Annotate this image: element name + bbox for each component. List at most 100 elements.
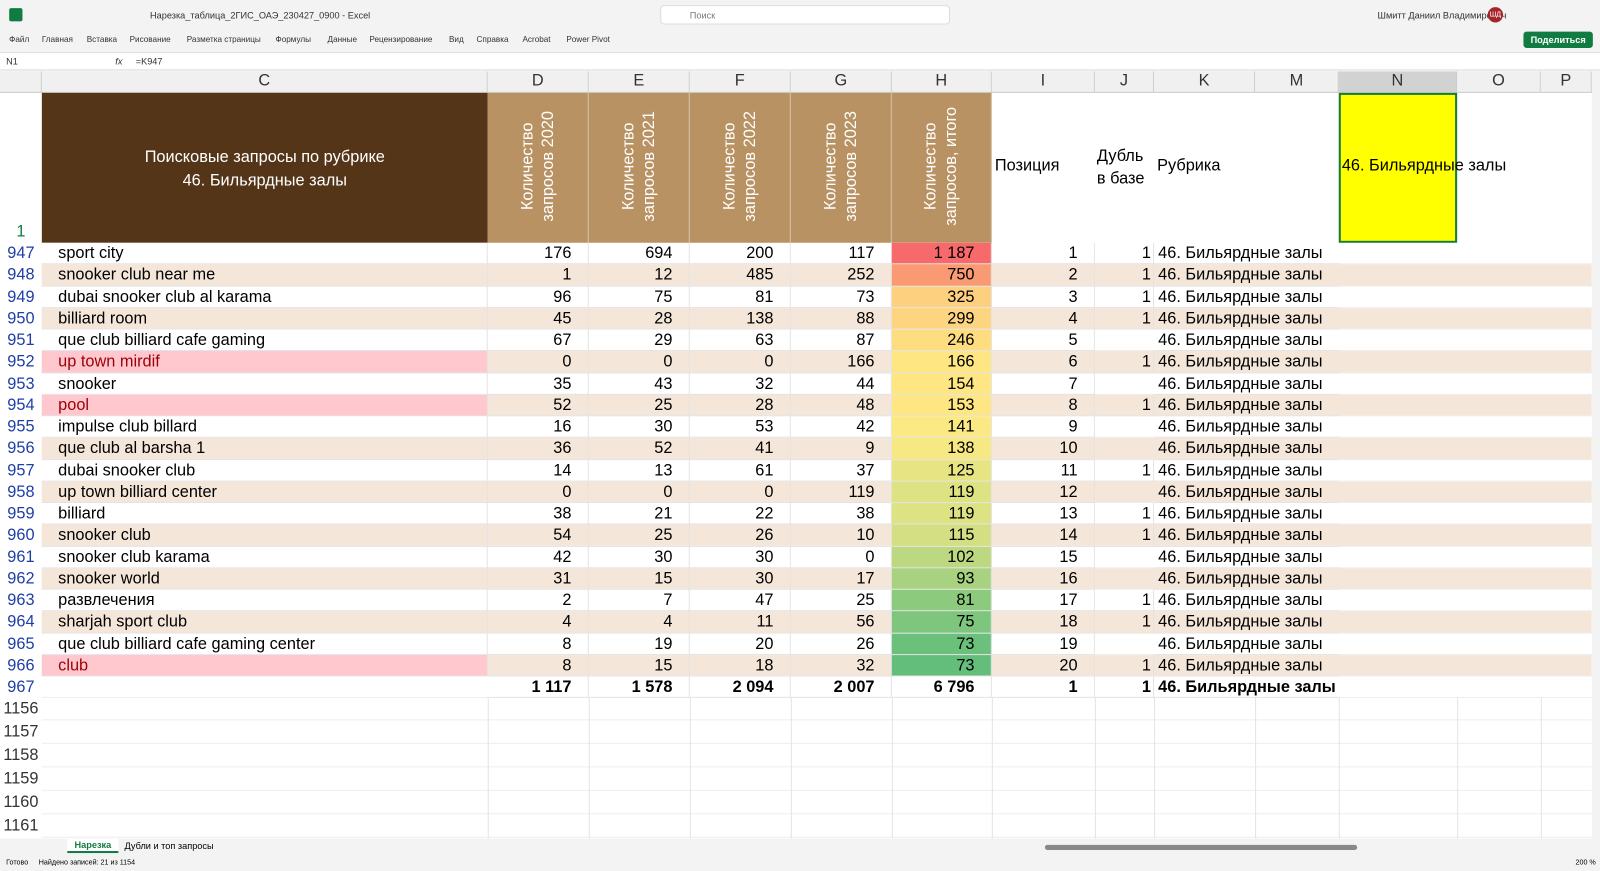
column-header[interactable]: J [1094,71,1155,93]
ribbon-tab[interactable]: Разметка страницы [186,34,261,44]
column-header[interactable]: P [1540,71,1592,93]
search-box[interactable]: Поиск [660,5,950,25]
row-band [41,745,1592,767]
count-cell: 252 [790,264,892,287]
position-cell: 7 [991,372,1095,395]
row-number: 963 [7,591,35,610]
ribbon-tab[interactable]: Справка [476,34,509,44]
sheet-grid: C D E F G H I J K M N O P 1 Поисковые запросы по рубри… [0,71,1592,839]
rubric-cell: 46. Бильярдные залы [1154,438,1339,460]
count-cell: 21 [588,503,690,525]
formula[interactable]: =K947 [135,56,163,67]
count-cell: 29 [588,329,690,352]
row-number: 948 [7,266,35,284]
share-button[interactable]: Поделиться [1523,31,1593,48]
row-number: 959 [7,505,35,523]
query-cell: impulse club billard [41,416,488,439]
count-cell: 8 [487,654,589,677]
avatar[interactable]: ШД [1487,7,1504,23]
col-divider [487,698,489,839]
row-number: 1 [16,223,26,241]
count-cell: 37 [790,459,892,482]
count-cell: 0 [487,481,589,504]
ribbon-tab[interactable]: Данные [327,34,358,44]
row-number: 1158 [3,747,39,765]
column-header[interactable]: E [588,71,690,93]
query-cell: up town billiard center [41,481,488,504]
position-cell: 11 [991,459,1095,482]
dup-cell: 1 [1094,654,1155,677]
selected-cell-text[interactable]: 46. Бильярдные залы [1341,156,1507,174]
selected-cell [1338,92,1458,243]
column-header[interactable]: D [487,71,589,93]
name-box[interactable]: N1 [6,56,18,67]
column-header[interactable]: G [790,71,892,93]
count-cell: 138 [891,438,992,460]
query-cell: billiard room [41,307,488,330]
app: Excel [347,10,371,21]
count-cell: 10 [790,524,892,547]
column-header[interactable]: N [1338,71,1458,93]
position-cell: 9 [991,416,1095,439]
count-header: Количество запросов 2022 [689,92,791,243]
column-header[interactable]: M [1255,71,1339,93]
count-cell: 15 [588,654,690,677]
position-cell: 12 [991,481,1095,504]
corner [0,71,42,93]
rubric-cell: 46. Бильярдные залы [1154,395,1339,417]
column-header[interactable]: O [1457,71,1541,93]
row-number: 952 [7,353,35,371]
count-cell: 2 007 [790,676,892,699]
query-cell: snooker club near me [41,264,488,287]
column-header[interactable]: I [991,71,1095,93]
count-cell: 43 [588,372,690,395]
count-cell: 1 187 [891,242,992,265]
sheet-tab[interactable]: Нарезка [67,838,119,854]
ribbon-tab[interactable]: Главная [41,34,73,44]
dup-cell: 1 [1094,589,1155,612]
count-cell: 30 [689,568,791,590]
ribbon-tab[interactable]: Вид [448,34,464,44]
rubric-cell: 46. Бильярдные залы [1154,590,1339,612]
count-cell: 166 [790,351,892,373]
col-divider [588,698,590,839]
count-cell: 45 [487,307,589,330]
column-header[interactable]: F [689,71,791,93]
count-cell: 0 [689,351,791,373]
count-cell: 7 [588,589,690,612]
count-cell: 38 [790,503,892,525]
rubric-cell: 46. Бильярдные залы [1154,481,1339,504]
rubric-cell: 46. Бильярдные залы [1154,308,1339,330]
count-cell: 32 [689,372,791,395]
ribbon-tab[interactable]: Acrobat [522,34,551,44]
count-cell: 0 [790,546,892,569]
rubric-cell: 46. Бильярдные залы [1154,568,1339,590]
ribbon-tab[interactable]: Формулы [275,34,312,44]
count-cell: 119 [790,481,892,504]
h-scrollbar[interactable] [1044,844,1358,850]
row-number: 955 [7,418,35,436]
column-header[interactable]: H [891,71,992,93]
col-divider [1094,698,1096,839]
col-divider [790,698,792,839]
ribbon-tab[interactable]: Файл [9,34,30,44]
row-number: 951 [7,331,35,349]
count-cell: 30 [588,416,690,439]
count-cell: 14 [487,459,589,482]
ribbon-tab[interactable]: Рисование [129,34,171,44]
column-header[interactable]: K [1154,71,1256,93]
count-cell: 25 [588,524,690,547]
count-cell: 30 [689,546,791,569]
ribbon-tab[interactable]: Вставка [86,34,118,44]
count-cell: 485 [689,264,791,287]
ribbon-tab[interactable]: Рецензирование [369,34,433,44]
count-cell: 18 [689,654,791,677]
column-header[interactable]: C [41,71,488,93]
ribbon-tab[interactable]: Power Pivot [566,34,610,44]
sheet-tab[interactable]: Дубли и топ запросы [124,840,214,852]
position-cell: 19 [991,633,1095,655]
title-line: Поисковые запросы по рубрике [144,148,385,167]
count-cell: 44 [790,372,892,395]
dup-cell: 1 [1094,459,1155,482]
